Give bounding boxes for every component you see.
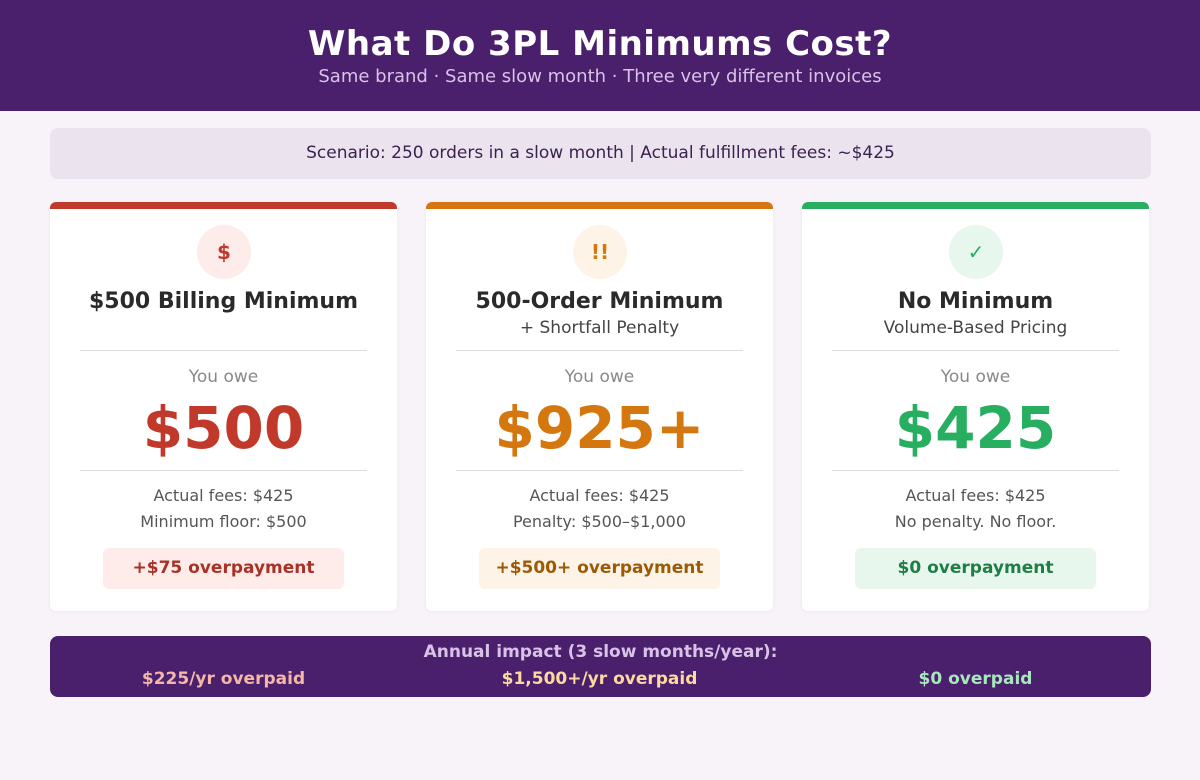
card-accent-bar <box>426 202 773 209</box>
actual-fees-line: Actual fees: $425 <box>905 486 1046 505</box>
annual-value: $1,500+/yr overpaid <box>501 669 698 689</box>
annual-impact-label: Annual impact (3 slow months/year): <box>423 642 778 662</box>
check-icon: ✓ <box>949 225 1003 279</box>
divider <box>832 350 1119 351</box>
detail-line: No penalty. No floor. <box>894 512 1057 531</box>
overpayment-badge: +$500+ overpayment <box>479 548 720 589</box>
amount-owed: $925+ <box>494 394 705 462</box>
divider <box>456 470 743 471</box>
card-no-minimum: ✓ No Minimum Volume-Based Pricing You ow… <box>802 202 1149 611</box>
card-title: No Minimum <box>897 289 1054 314</box>
divider <box>456 350 743 351</box>
card-subtitle: Volume-Based Pricing <box>883 318 1068 338</box>
card-billing-minimum: $ $500 Billing Minimum You owe $500 Actu… <box>50 202 397 611</box>
divider <box>832 470 1119 471</box>
you-owe-label: You owe <box>564 367 635 387</box>
actual-fees-line: Actual fees: $425 <box>153 486 294 505</box>
page-title: What Do 3PL Minimums Cost? <box>307 24 893 64</box>
annual-impact-banner: Annual impact (3 slow months/year): $225… <box>50 636 1151 697</box>
card-title: $500 Billing Minimum <box>88 289 359 314</box>
annual-value: $0 overpaid <box>918 669 1033 689</box>
double-exclamation-icon: !! <box>573 225 627 279</box>
you-owe-label: You owe <box>188 367 259 387</box>
card-title: 500-Order Minimum <box>475 289 724 314</box>
you-owe-label: You owe <box>940 367 1011 387</box>
divider <box>80 470 367 471</box>
overpayment-badge: +$75 overpayment <box>103 548 344 589</box>
card-order-minimum: !! 500-Order Minimum + Shortfall Penalty… <box>426 202 773 611</box>
amount-owed: $500 <box>142 394 305 462</box>
header-banner: What Do 3PL Minimums Cost? Same brand · … <box>0 0 1200 111</box>
annual-value: $225/yr overpaid <box>141 669 306 689</box>
card-accent-bar <box>50 202 397 209</box>
divider <box>80 350 367 351</box>
actual-fees-line: Actual fees: $425 <box>529 486 670 505</box>
amount-owed: $425 <box>894 394 1057 462</box>
overpayment-badge: $0 overpayment <box>855 548 1096 589</box>
detail-line: Minimum floor: $500 <box>140 512 307 531</box>
detail-line: Penalty: $500–$1,000 <box>512 512 687 531</box>
page-subtitle: Same brand · Same slow month · Three ver… <box>318 66 882 87</box>
scenario-banner: Scenario: 250 orders in a slow month | A… <box>50 128 1151 179</box>
dollar-icon: $ <box>197 225 251 279</box>
card-subtitle: + Shortfall Penalty <box>519 318 680 338</box>
card-accent-bar <box>802 202 1149 209</box>
